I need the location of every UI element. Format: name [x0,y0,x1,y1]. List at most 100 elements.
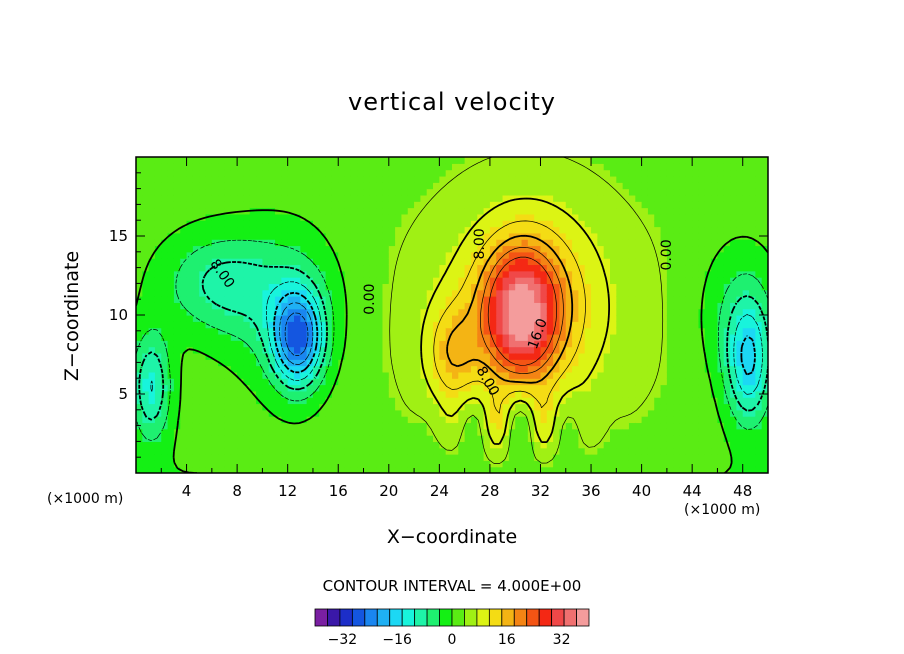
field-cell [249,397,257,405]
field-cell [173,194,181,202]
field-cell [616,333,624,341]
field-cell [761,308,768,316]
field-cell [312,435,320,442]
field-cell [281,270,289,278]
field-cell [414,454,421,461]
field-cell [610,352,617,360]
field-cell [692,321,700,329]
field-cell [192,378,200,386]
field-cell [458,435,466,442]
field-cell [136,416,143,424]
field-cell [641,226,649,234]
field-cell [211,245,219,253]
field-cell [205,409,213,417]
field-cell [502,175,510,183]
field-cell [730,460,737,468]
field-cell [673,428,681,436]
field-cell [755,333,763,341]
field-cell [692,157,700,164]
field-cell [540,327,548,335]
field-cell [376,169,384,177]
field-cell [401,169,409,177]
field-cell [578,296,586,303]
field-cell [369,157,377,164]
field-cell [641,188,649,196]
field-cell [433,245,440,253]
field-cell [704,239,712,247]
field-cell [414,340,421,348]
field-cell [540,264,548,272]
field-cell [369,194,377,202]
field-cell [237,365,245,373]
field-cell [426,157,434,164]
field-cell [338,188,346,196]
field-cell [243,277,251,284]
field-cell [211,220,219,228]
field-cell [445,220,453,228]
field-cell [180,277,188,284]
field-cell [319,359,327,367]
field-cell [704,403,712,411]
field-cell [319,296,327,303]
field-cell [325,327,333,335]
field-cell [452,169,459,177]
field-cell [420,460,428,468]
field-cell [401,321,409,329]
field-cell [281,390,289,398]
field-cell [167,435,175,442]
field-cell [344,239,352,247]
field-cell [287,416,295,424]
field-cell [268,321,276,329]
field-cell [199,333,207,341]
field-cell [527,270,535,278]
field-cell [685,409,693,417]
field-cell [401,315,409,322]
field-cell [521,239,529,247]
field-cell [243,270,251,278]
field-cell [401,454,409,461]
field-cell [395,352,403,360]
field-cell [704,441,712,449]
field-cell [369,365,377,373]
field-cell [546,182,554,190]
field-cell [338,428,346,436]
field-cell [319,157,327,164]
field-cell [306,245,314,253]
field-cell [635,201,643,209]
field-cell [628,359,636,367]
field-cell [363,245,371,253]
field-cell [679,220,687,228]
field-cell [142,441,150,449]
field-cell [414,277,421,284]
field-cell [401,447,409,455]
field-cell [426,188,434,196]
field-cell [350,232,358,240]
field-cell [635,447,643,455]
field-cell [685,327,693,335]
field-cell [565,207,573,215]
field-cell [749,194,756,202]
field-cell [192,251,200,259]
field-cell [704,169,712,177]
field-cell [540,270,548,278]
field-cell [325,188,333,196]
field-cell [331,289,339,297]
field-cell [698,270,706,278]
field-cell [439,296,447,303]
field-cell [344,289,352,297]
field-cell [755,466,763,473]
field-cell [515,239,523,247]
field-cell [452,327,459,335]
field-cell [742,296,750,303]
field-cell [243,390,251,398]
field-cell [439,220,447,228]
field-cell [470,397,478,405]
field-cell [350,226,358,234]
field-cell [420,258,428,266]
field-cell [483,201,491,209]
field-cell [439,308,447,316]
field-cell [736,182,744,190]
field-cell [477,207,485,215]
field-cell [426,435,434,442]
field-cell [654,182,662,190]
